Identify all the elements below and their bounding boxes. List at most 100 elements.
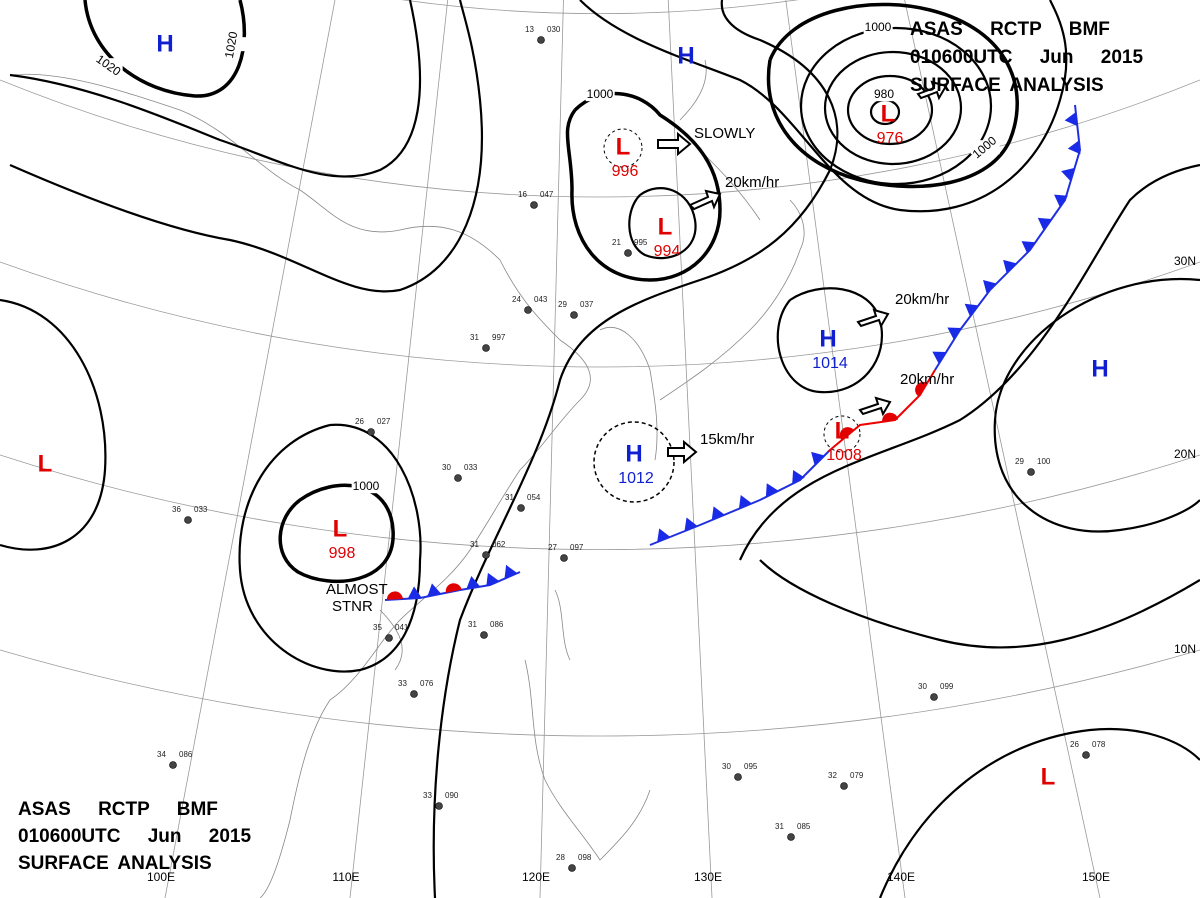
station-temperature: 31 [505,493,514,502]
central-pressure: 1014 [812,355,848,372]
pressure-center-symbol: L [616,133,631,160]
station-circle [570,311,578,319]
station-pressure: 062 [492,540,506,549]
station-circle [367,428,375,436]
front-line [649,449,831,546]
station-pressure: 086 [490,620,504,629]
header-line: 010600UTC Jun 2015 [910,47,1143,68]
isobar-label-bg [863,20,893,35]
isobar [738,163,1200,561]
cold-front-symbol [738,495,752,509]
station-pressure: 076 [420,679,434,688]
movement-arrow [858,396,892,417]
station-pressure: 095 [744,762,758,771]
movement-label: 20km/hr [900,371,954,388]
coastline [9,73,591,898]
coastline [659,199,805,401]
isobar-label-bg [970,140,1000,155]
isobar-label-bg [93,58,123,73]
cold-front-symbol [811,451,825,466]
latitude-label: 10N [1174,642,1196,656]
station-pressure: 054 [527,493,541,502]
central-pressure: 1008 [826,447,862,464]
movement-label: ALMOST [326,581,388,598]
isobar [776,287,883,394]
station-pressure: 030 [547,25,561,34]
station-pressure: 027 [377,417,391,426]
station-pressure: 100 [1037,457,1051,466]
isobar-label: 1000 [587,87,614,101]
cold-front-symbol [466,575,481,589]
station-temperature: 28 [556,853,565,862]
station-temperature: 29 [558,300,567,309]
isobar-label-bg [585,87,615,102]
station-temperature: 30 [918,682,927,691]
pressure-center-symbol: L [835,417,850,444]
latitude-line [0,261,1200,368]
cold-front-symbol [427,583,442,597]
station-circle [624,249,632,257]
dashed-isobar [603,128,643,168]
station-temperature: 34 [157,750,166,759]
longitude-line [349,0,449,898]
longitude-line [539,0,564,898]
station-circle [454,474,462,482]
station-pressure: 033 [464,463,478,472]
movement-label: SLOWLY [694,125,755,142]
station-temperature: 31 [470,540,479,549]
central-pressure: 976 [877,130,904,147]
pressure-center-symbol: L [38,450,53,477]
isobar [579,0,1068,213]
cold-front-symbol [407,586,422,599]
station-pressure: 085 [797,822,811,831]
station-circle [435,802,443,810]
latitude-line [401,0,799,15]
cold-front-symbol [486,572,500,587]
longitude-line [164,0,336,898]
station-circle [1082,751,1090,759]
movement-label: 20km/hr [895,291,949,308]
central-pressure: 994 [654,243,681,260]
station-temperature: 30 [442,463,451,472]
station-pressure: 997 [492,333,506,342]
isobar [0,298,107,551]
header-bottom: ASAS RCTP BMF 010600UTC Jun 2015 SURFACE… [18,799,251,874]
cold-front-symbol [711,506,725,521]
station-circle [1027,468,1035,476]
station-circle [734,773,742,781]
cold-front-symbol [1067,140,1081,155]
station-pressure: 043 [534,295,548,304]
isobar [238,423,422,673]
central-pressure: 998 [329,545,356,562]
central-pressure: 996 [612,163,639,180]
movement-arrow [657,131,692,157]
station-temperature: 24 [512,295,521,304]
station-temperature: 31 [775,822,784,831]
station-circle [840,782,848,790]
station-temperature: 31 [468,620,477,629]
central-pressure: 1012 [618,470,654,487]
station-temperature: 16 [518,190,527,199]
isobar-label-bg [872,87,896,102]
cold-front-symbol [964,303,979,317]
station-temperature: 21 [612,238,621,247]
station-pressure: 097 [570,543,584,552]
pressure-center-symbol: L [333,515,348,542]
cold-front-symbol [684,517,698,532]
isobar [432,0,839,898]
station-temperature: 33 [398,679,407,688]
movement-arrow [856,308,890,329]
pressure-center-symbol: H [156,30,173,57]
warm-front-symbol [839,427,854,441]
movement-label: 15km/hr [700,431,754,448]
pressure-center-symbol: H [677,42,694,69]
movement-arrow [916,80,948,101]
station-pressure: 079 [850,771,864,780]
station-pressure: 099 [940,682,954,691]
station-temperature: 33 [423,791,432,800]
station-circle [560,554,568,562]
isobar-label: 1000 [865,20,892,34]
station-temperature: 30 [722,762,731,771]
